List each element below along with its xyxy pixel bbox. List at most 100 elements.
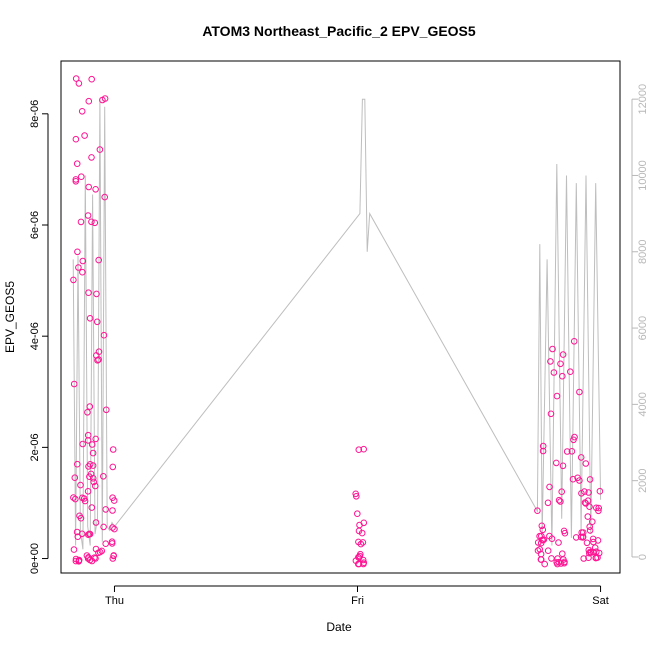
- x-axis-label: Date: [326, 620, 352, 634]
- data-point: [548, 535, 556, 543]
- data-point: [355, 560, 363, 568]
- data-point: [576, 477, 583, 484]
- data-point: [108, 538, 116, 546]
- data-point: [534, 507, 541, 515]
- data-point: [109, 555, 117, 562]
- data-point: [92, 482, 99, 490]
- data-point: [353, 493, 360, 500]
- data-point: [85, 97, 93, 105]
- y-axis-label: EPV_GEOS5: [3, 281, 17, 353]
- data-point: [78, 530, 86, 538]
- data-point: [544, 547, 552, 555]
- data-point: [557, 498, 564, 505]
- data-point: [355, 538, 362, 546]
- data-point: [89, 449, 97, 457]
- data-point: [561, 559, 568, 567]
- data-point: [567, 368, 574, 376]
- data-point: [354, 510, 361, 518]
- data-point: [77, 218, 85, 226]
- data-point: [584, 513, 592, 520]
- data-point: [589, 548, 597, 556]
- data-point: [93, 318, 101, 326]
- data-point: [561, 529, 569, 537]
- data-point: [359, 539, 367, 546]
- data-point: [553, 459, 560, 467]
- data-point: [70, 380, 78, 388]
- data-point: [586, 476, 594, 483]
- data-point: [559, 372, 566, 380]
- y-tick-label: 4e-06: [29, 322, 41, 350]
- data-point: [93, 290, 100, 298]
- data-point: [596, 487, 604, 495]
- data-point: [358, 529, 366, 537]
- data-point: [580, 555, 588, 562]
- data-point: [79, 257, 87, 265]
- data-point: [583, 539, 591, 547]
- data-point: [559, 351, 567, 358]
- data-point: [102, 506, 109, 513]
- data-point: [76, 512, 83, 520]
- data-point: [88, 441, 96, 448]
- data-point: [78, 173, 85, 180]
- data-point: [85, 183, 92, 191]
- data-point: [75, 264, 82, 271]
- data-point: [72, 135, 80, 143]
- data-point: [594, 554, 601, 561]
- plot-frame: [60, 60, 621, 574]
- data-point: [111, 525, 118, 533]
- y-tick-label: 6e-06: [29, 211, 41, 239]
- data-point: [360, 445, 368, 453]
- data-point: [563, 448, 571, 455]
- data-point: [539, 447, 547, 455]
- data-point: [72, 176, 80, 183]
- x-axis: Thu Fri Sat: [105, 585, 609, 607]
- data-point: [589, 518, 596, 526]
- x-tick-label: Sat: [592, 595, 609, 607]
- y-tick-label: 0e+00: [29, 543, 41, 574]
- data-point: [86, 315, 94, 322]
- data-point: [558, 488, 566, 496]
- data-point: [78, 108, 86, 115]
- data-point: [595, 504, 603, 512]
- data-point: [88, 504, 96, 511]
- data-point: [554, 560, 561, 568]
- data-point: [572, 534, 580, 541]
- data-point: [109, 446, 117, 453]
- x-tick-label: Thu: [105, 595, 124, 607]
- data-point: [98, 547, 106, 555]
- data-point: [95, 356, 102, 363]
- data-point: [84, 437, 92, 444]
- data-point: [70, 276, 77, 284]
- data-point: [582, 500, 590, 507]
- data-point: [555, 539, 562, 546]
- data-point: [96, 548, 104, 556]
- data-point: [537, 556, 545, 563]
- data-point: [90, 478, 97, 486]
- data-point: [593, 504, 600, 512]
- data-point: [71, 474, 79, 482]
- data-point: [96, 146, 104, 153]
- data-point: [577, 454, 585, 461]
- y2-tick-label: 6000: [637, 316, 649, 340]
- data-point: [85, 463, 92, 470]
- data-point: [88, 218, 95, 226]
- data-point: [102, 540, 109, 548]
- data-point: [83, 552, 91, 559]
- data-point: [590, 538, 597, 546]
- y2-tick-label: 4000: [637, 392, 649, 416]
- data-point: [85, 531, 92, 539]
- data-point: [554, 555, 561, 562]
- data-point: [74, 248, 81, 256]
- data-point: [571, 433, 578, 441]
- data-point: [109, 524, 116, 531]
- y2-tick-label: 0: [637, 554, 649, 560]
- data-point: [585, 489, 592, 496]
- data-point: [99, 96, 106, 104]
- data-point: [109, 463, 117, 471]
- data-point: [560, 556, 567, 563]
- data-point: [73, 160, 81, 167]
- data-point: [570, 338, 578, 345]
- data-point: [569, 475, 577, 483]
- data-point: [546, 483, 553, 491]
